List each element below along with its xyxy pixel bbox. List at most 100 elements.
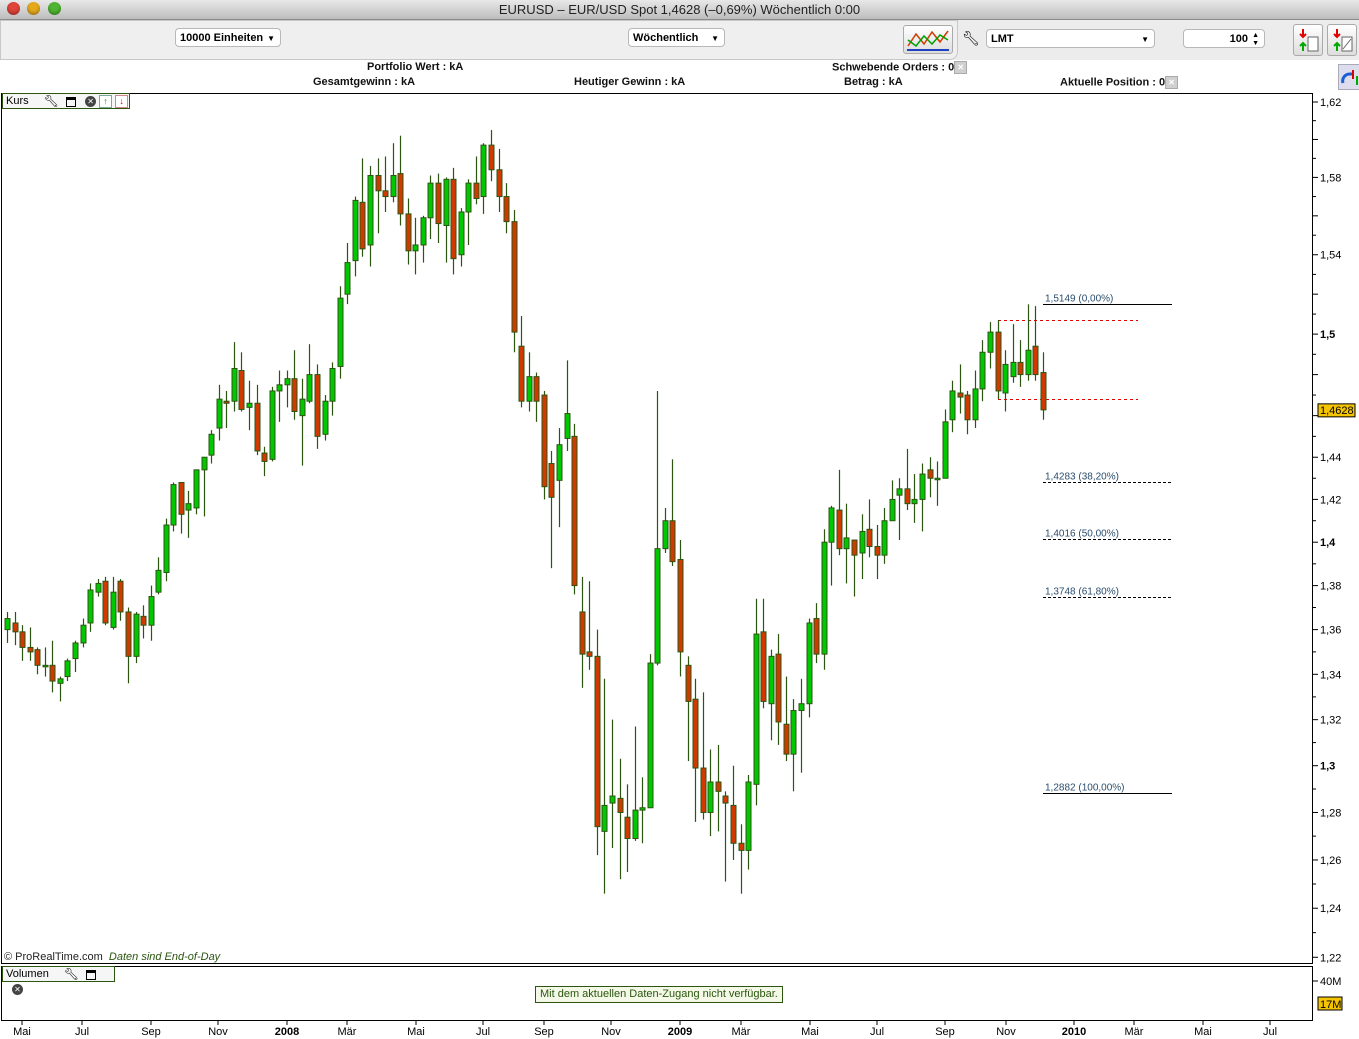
wrench-icon[interactable]: 🔧︎ <box>962 30 980 46</box>
candle-body-up <box>753 633 760 785</box>
candle <box>669 459 676 566</box>
y-tick-label: 1,34 <box>1320 669 1341 681</box>
order-type-select[interactable]: LMT ▼ <box>986 29 1155 48</box>
candle <box>919 463 926 532</box>
candle-body-up <box>269 390 276 460</box>
candle-body-down <box>548 463 555 498</box>
y-tick-label: 1,22 <box>1320 952 1341 964</box>
current-position: Aktuelle Position : 0 ✕ <box>1060 76 1179 89</box>
chevron-down-icon: ▼ <box>267 34 275 43</box>
candle-body-up <box>601 804 608 832</box>
close-icon[interactable]: ✕ <box>954 61 968 74</box>
candle-body-down <box>382 190 389 198</box>
candle <box>42 647 49 677</box>
candle <box>586 581 593 670</box>
candle-body-up <box>110 591 117 628</box>
x-tick-label: Sep <box>141 1026 161 1038</box>
volume-badge-bg <box>1317 996 1343 1011</box>
units-select-value: 10000 Einheiten <box>180 32 264 44</box>
candle <box>352 196 359 277</box>
price-panel-header: Kurs 🔧︎ ✕ ↑ ↓ <box>2 93 130 109</box>
candle <box>269 386 276 462</box>
candle <box>337 286 344 379</box>
candle <box>851 539 858 597</box>
candle <box>775 634 782 745</box>
candle-body-up <box>246 402 253 408</box>
candle-body-up <box>790 710 797 755</box>
candle-body-up <box>919 473 926 500</box>
window-icon[interactable] <box>86 969 97 980</box>
candle <box>427 175 434 240</box>
close-icon[interactable]: ✕ <box>85 96 97 107</box>
candle-body-up <box>707 781 714 813</box>
candle-body-down <box>503 196 510 223</box>
stepper-arrows-icon[interactable]: ▲ ▼ <box>1252 32 1259 47</box>
candle-body-down <box>34 649 41 666</box>
wrench-icon[interactable]: 🔧︎ <box>43 94 59 108</box>
fib-level-label: 1,4016 (50,00%) <box>1045 529 1119 540</box>
price-panel-label: Kurs <box>6 95 29 107</box>
close-icon[interactable]: ✕ <box>1165 76 1179 89</box>
candle <box>117 579 124 621</box>
candle <box>828 505 835 586</box>
today-gain: Heutiger Gewinn : kA <box>574 76 686 88</box>
period-select[interactable]: Wöchentlich ▼ <box>628 28 725 47</box>
close-window-button[interactable] <box>7 2 20 15</box>
candle <box>692 678 699 822</box>
fib-level-label: 1,4283 (38,20%) <box>1045 472 1119 483</box>
y-tick-label: 1,5 <box>1320 329 1335 341</box>
candle <box>798 678 805 773</box>
candle-body-down <box>1017 361 1024 376</box>
copyright-text: © ProRealTime.com <box>4 951 103 963</box>
candle <box>533 372 540 422</box>
candle <box>465 179 472 245</box>
close-icon[interactable]: ✕ <box>12 984 23 995</box>
candle-body-down <box>579 611 586 655</box>
candle <box>594 629 601 856</box>
candle <box>972 370 979 429</box>
candle <box>382 156 389 212</box>
y-tick-label: 1,26 <box>1320 855 1341 867</box>
candle <box>564 360 571 451</box>
candle <box>896 478 903 541</box>
candle <box>246 380 253 431</box>
window-icon[interactable] <box>65 96 76 107</box>
quantity-value: 100 <box>1229 33 1248 45</box>
candle-body-down <box>223 400 230 404</box>
fib-level-label: 1,2882 (100,00%) <box>1045 783 1125 794</box>
candle <box>760 598 767 709</box>
candle-body-up <box>193 469 200 509</box>
trade-chart-button[interactable] <box>903 25 953 54</box>
fibonacci-retracement[interactable]: 1,5149 (0,00%) 1,4283 (38,20%) 1,4016 (50,… <box>998 294 1172 794</box>
candle-body-up <box>881 520 888 556</box>
candle-body-up <box>57 678 64 684</box>
buy-order-button[interactable] <box>1293 24 1323 56</box>
quantity-stepper[interactable]: 100 ▲ ▼ <box>1183 29 1265 48</box>
candles <box>4 130 1047 894</box>
candle <box>314 364 321 449</box>
candle-body-up <box>352 199 359 262</box>
candle-body-down <box>102 580 109 624</box>
chart-trade-icon <box>907 30 949 51</box>
wrench-icon[interactable]: 🔧︎ <box>63 967 80 981</box>
minimize-window-button[interactable] <box>27 2 40 15</box>
candle <box>125 607 132 684</box>
x-tick-label: Nov <box>996 1026 1016 1038</box>
zoom-window-button[interactable] <box>48 2 61 15</box>
candle-body-down <box>957 392 964 398</box>
arrow-down-icon[interactable]: ↓ <box>115 95 129 108</box>
candle-body-up <box>170 484 177 526</box>
volume-panel-header: Volumen 🔧︎ ✕ <box>2 966 115 995</box>
chevron-down-icon: ▼ <box>711 34 719 43</box>
candle <box>102 576 109 626</box>
candle-body-down <box>19 631 26 648</box>
candle-body-down <box>473 182 480 199</box>
candle-body-up <box>284 378 291 386</box>
refresh-orders-button[interactable] <box>1338 64 1359 90</box>
units-select[interactable]: 10000 Einheiten ▼ <box>175 28 281 47</box>
arrow-up-icon[interactable]: ↑ <box>99 95 113 108</box>
sell-order-button[interactable] <box>1327 24 1357 56</box>
x-tick-label: Mär <box>732 1026 751 1038</box>
candle <box>685 656 692 762</box>
